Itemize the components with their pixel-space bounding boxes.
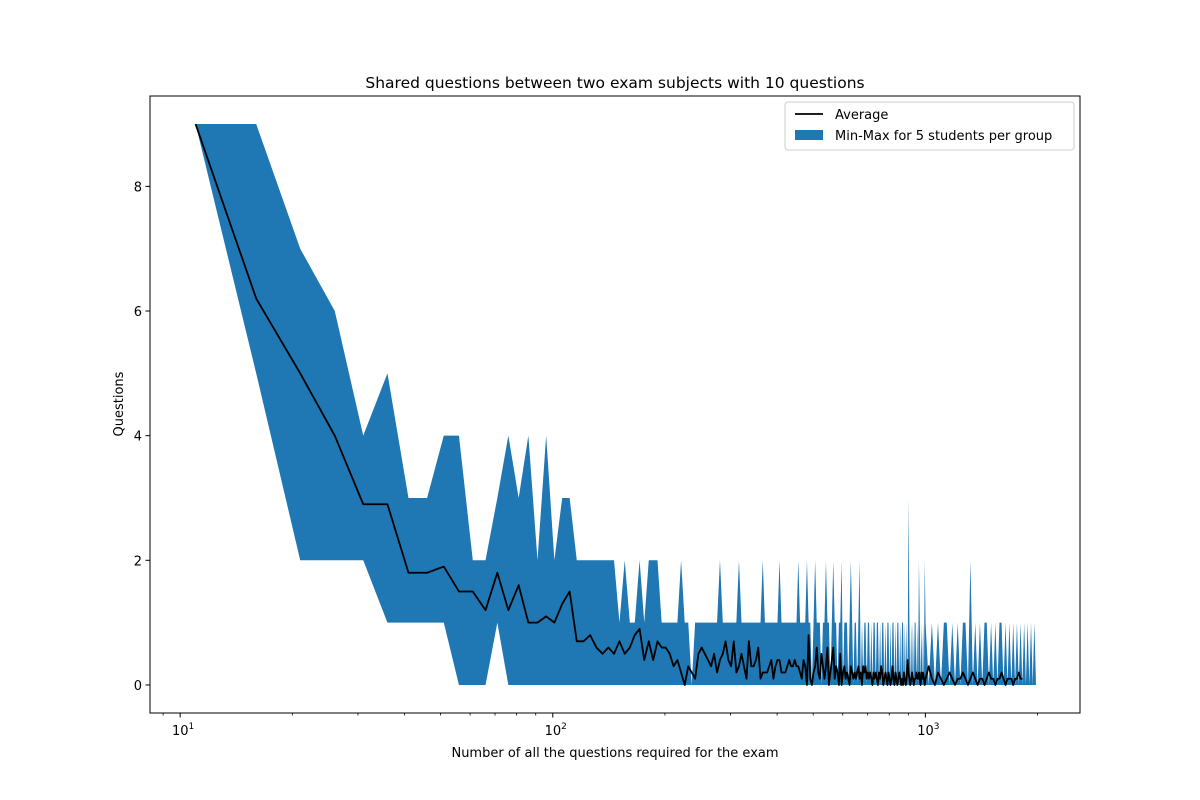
y-tick-label: 2 (134, 554, 142, 569)
y-axis-label: Questions (112, 371, 127, 436)
x-axis-label: Number of all the questions required for… (451, 746, 778, 761)
y-axis-ticks: 0 2 4 6 8 (134, 180, 150, 694)
y-tick-label: 8 (134, 180, 142, 195)
average-line (194, 123, 1023, 686)
legend-minmax-label: Min-Max for 5 students per group (835, 129, 1052, 144)
y-tick-label: 6 (134, 305, 142, 320)
x-tick-label: 103 (917, 722, 939, 739)
legend-average-label: Average (835, 108, 888, 123)
legend-box (784, 101, 1075, 151)
x-axis-ticks: 101 102 103 (162, 713, 1038, 739)
minmax-band-layer (195, 124, 1036, 685)
legend: Average Min-Max for 5 students per group (784, 101, 1075, 151)
chart-title: Shared questions between two exam subjec… (365, 74, 864, 92)
plot-frame (149, 95, 1081, 714)
y-tick-label: 4 (134, 430, 142, 445)
minmax-band (195, 124, 1036, 685)
y-tick-label: 0 (134, 679, 142, 694)
legend-minmax-swatch (795, 130, 823, 140)
average-line-layer (194, 123, 1023, 686)
x-tick-label: 102 (545, 722, 567, 739)
x-tick-label: 101 (172, 722, 194, 739)
